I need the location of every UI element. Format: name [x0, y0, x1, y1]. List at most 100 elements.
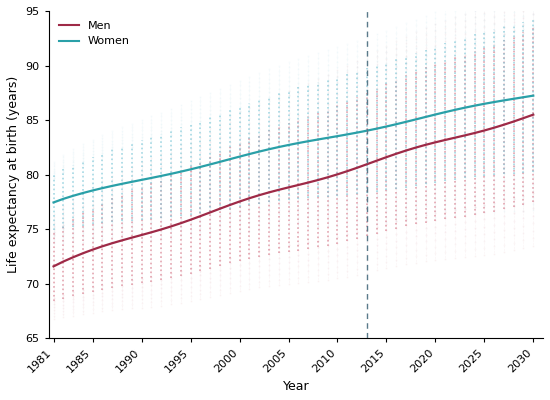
Men: [90, 247, 96, 252]
Men: [139, 232, 145, 237]
Women: [109, 184, 116, 188]
Women: [246, 152, 252, 156]
Women: [217, 160, 223, 164]
Line: Women: Women: [53, 96, 534, 202]
Women: [256, 149, 262, 154]
Men: [344, 169, 350, 174]
Women: [315, 137, 321, 142]
Women: [90, 188, 96, 193]
Men: [158, 227, 164, 232]
Women: [139, 178, 145, 182]
Men: [354, 165, 360, 170]
Women: [266, 147, 272, 152]
Women: [188, 167, 194, 172]
Men: [520, 116, 527, 120]
Men: [246, 196, 252, 201]
Men: [236, 199, 243, 204]
Men: [510, 119, 517, 124]
Women: [60, 196, 67, 201]
X-axis label: Year: Year: [283, 380, 309, 393]
Men: [80, 251, 86, 256]
Line: Men: Men: [53, 115, 534, 266]
Men: [60, 259, 67, 264]
Women: [207, 162, 213, 167]
Men: [295, 182, 301, 187]
Women: [129, 180, 135, 184]
Women: [520, 95, 527, 100]
Women: [236, 154, 243, 159]
Women: [334, 134, 341, 138]
Men: [461, 133, 468, 138]
Men: [491, 125, 497, 130]
Women: [373, 126, 380, 131]
Women: [364, 128, 370, 133]
Men: [256, 193, 262, 198]
Women: [403, 120, 409, 124]
Men: [227, 203, 233, 208]
Men: [197, 214, 204, 218]
Men: [285, 185, 292, 190]
Men: [50, 264, 57, 269]
Women: [432, 112, 439, 117]
Women: [158, 174, 164, 178]
Women: [168, 172, 174, 176]
Women: [148, 176, 155, 180]
Women: [412, 117, 419, 122]
Men: [471, 131, 478, 136]
Women: [481, 102, 488, 106]
Women: [491, 100, 497, 104]
Women: [442, 110, 448, 114]
Women: [452, 108, 458, 112]
Women: [461, 105, 468, 110]
Men: [129, 235, 135, 240]
Men: [305, 180, 311, 185]
Women: [197, 164, 204, 169]
Women: [305, 139, 311, 144]
Women: [383, 124, 390, 129]
Women: [70, 194, 76, 198]
Men: [178, 221, 184, 226]
Women: [393, 122, 399, 127]
Men: [383, 155, 390, 160]
Women: [50, 200, 57, 205]
Men: [530, 112, 537, 117]
Women: [99, 186, 106, 190]
Men: [403, 148, 409, 153]
Men: [148, 230, 155, 235]
Men: [481, 128, 488, 133]
Men: [276, 188, 282, 192]
Men: [70, 255, 76, 260]
Men: [207, 210, 213, 215]
Men: [266, 190, 272, 195]
Women: [119, 182, 125, 186]
Women: [295, 141, 301, 146]
Women: [227, 157, 233, 162]
Women: [80, 191, 86, 196]
Women: [500, 98, 507, 103]
Men: [99, 244, 106, 249]
Men: [109, 241, 116, 246]
Y-axis label: Life expectancy at birth (years): Life expectancy at birth (years): [7, 76, 20, 273]
Men: [373, 158, 380, 163]
Women: [354, 130, 360, 135]
Women: [276, 145, 282, 150]
Men: [500, 122, 507, 127]
Men: [422, 142, 429, 147]
Men: [315, 178, 321, 182]
Men: [364, 162, 370, 167]
Men: [119, 238, 125, 243]
Men: [442, 138, 448, 142]
Women: [471, 103, 478, 108]
Men: [452, 135, 458, 140]
Women: [344, 132, 350, 137]
Women: [285, 142, 292, 147]
Women: [324, 136, 331, 140]
Men: [432, 140, 439, 145]
Men: [393, 151, 399, 156]
Men: [324, 175, 331, 180]
Men: [188, 217, 194, 222]
Men: [412, 145, 419, 150]
Women: [530, 93, 537, 98]
Women: [178, 169, 184, 174]
Men: [334, 172, 341, 177]
